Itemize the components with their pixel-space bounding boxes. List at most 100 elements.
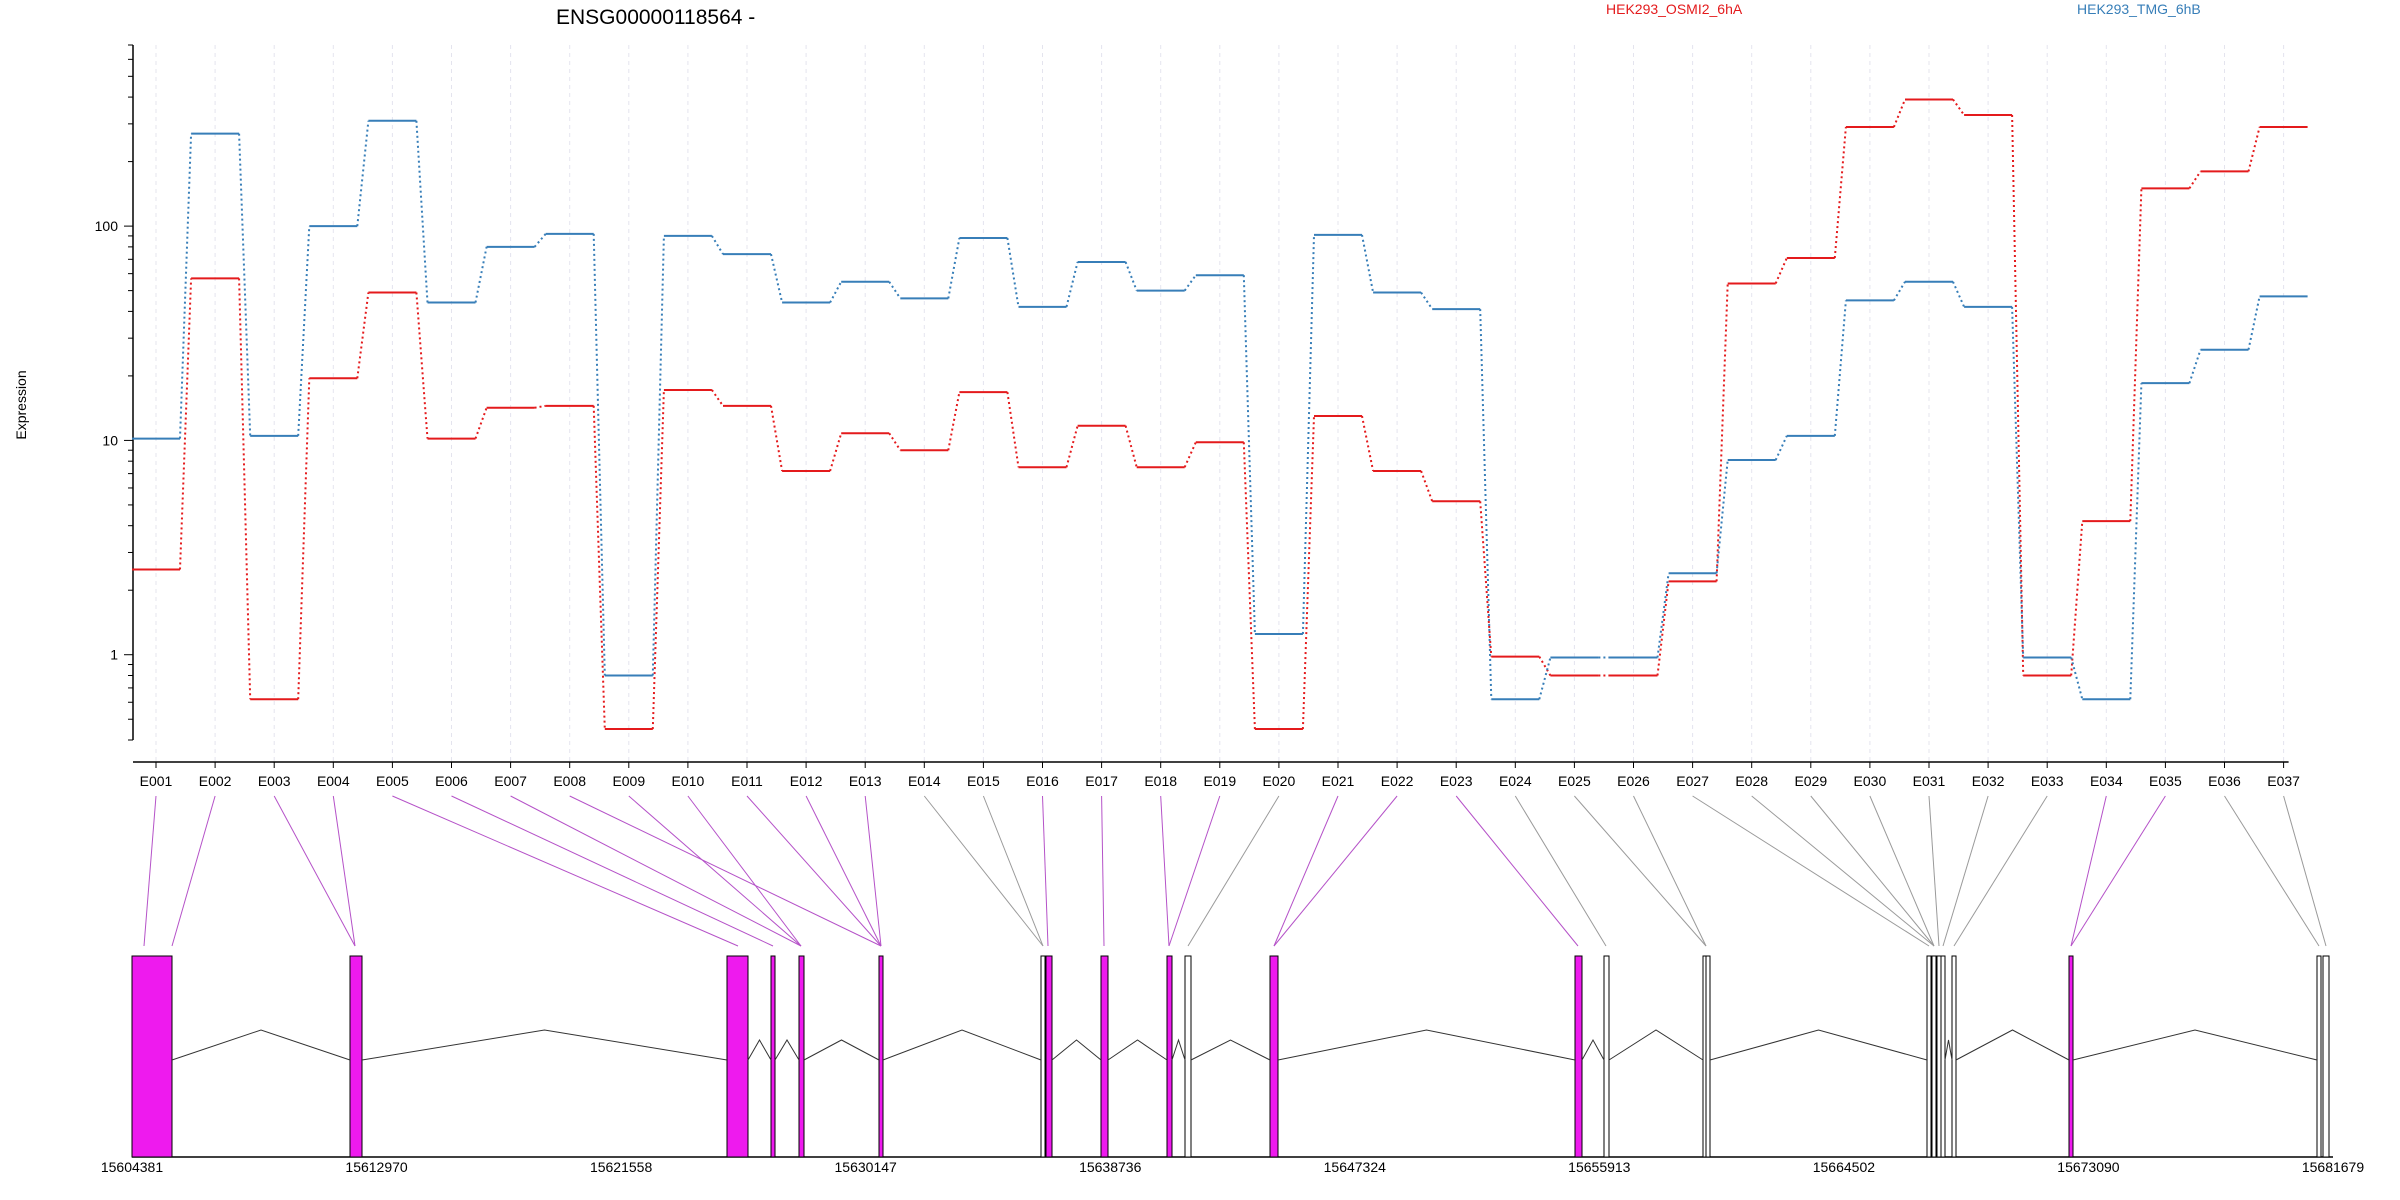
series-connector <box>1479 501 1493 657</box>
exon-connector <box>451 795 774 947</box>
exon-connector <box>510 795 802 947</box>
exon-connector <box>1160 795 1170 947</box>
exon-connector <box>332 795 356 947</box>
x-tick-label: E006 <box>435 773 468 789</box>
series-1 <box>132 98 2308 731</box>
intron-line <box>1051 1039 1102 1061</box>
series-connector <box>592 233 606 676</box>
exon-connector <box>628 795 802 947</box>
intron-line <box>2072 1029 2318 1061</box>
series-connector <box>1656 581 1670 676</box>
series-connector <box>1833 126 1847 259</box>
series-connector <box>888 281 902 299</box>
exon-block-differential <box>770 955 776 1158</box>
exon-block-differential <box>1100 955 1109 1158</box>
x-tick-label: E014 <box>908 773 941 789</box>
intron-line <box>361 1029 728 1061</box>
genomic-tick-label: 15638736 <box>1079 1159 1142 1175</box>
exon-block <box>2322 955 2330 1158</box>
intron-line <box>1944 1039 1953 1061</box>
intron-line <box>1709 1029 1928 1061</box>
exon-block-differential <box>1269 955 1279 1158</box>
series-connector <box>770 253 784 303</box>
series-connector <box>1065 261 1079 308</box>
exon-block-differential <box>1045 955 1053 1158</box>
intron-line <box>1107 1039 1168 1061</box>
x-tick-label: E009 <box>612 773 645 789</box>
exon-block <box>1603 955 1610 1158</box>
exon-connector <box>2070 795 2166 947</box>
exon-connector <box>746 795 882 947</box>
series-connector <box>711 389 724 407</box>
series-connector <box>1420 291 1434 310</box>
series-connector <box>947 237 961 299</box>
exon-connector <box>1187 795 1280 947</box>
series-connector <box>829 432 843 472</box>
x-tick-label: E017 <box>1085 773 1118 789</box>
intron-line <box>171 1029 351 1061</box>
genomic-tick-label: 15681679 <box>2302 1159 2365 1175</box>
exon-block <box>1951 955 1957 1158</box>
legend-label-series-2: HEK293_TMG_6hB <box>2077 1 2201 17</box>
genomic-tick-label: 15664502 <box>1813 1159 1876 1175</box>
x-tick-label: E025 <box>1558 773 1591 789</box>
series-connector <box>1065 425 1079 468</box>
series-connector <box>1952 98 1965 116</box>
genomic-tick-label: 15673090 <box>2057 1159 2120 1175</box>
series-connector <box>1420 470 1434 502</box>
exon-connector <box>1455 795 1579 947</box>
exon-connector <box>171 795 216 947</box>
series-connector <box>1892 99 1906 128</box>
x-tick-label: E011 <box>731 773 763 789</box>
exon-connector <box>1869 795 1935 947</box>
series-connector <box>534 404 546 409</box>
series-connector <box>474 407 488 439</box>
exon-connector <box>1633 795 1707 947</box>
series-connector <box>1952 281 1966 308</box>
exon-connector <box>1168 795 1221 947</box>
exon-connector <box>1574 795 1707 947</box>
gridlines <box>155 45 2285 762</box>
x-tick-label: E033 <box>2031 773 2064 789</box>
exon-block <box>1926 955 1932 1158</box>
exon-block <box>1705 955 1711 1158</box>
series-connector <box>1006 237 1020 308</box>
genomic-tick-label: 15612970 <box>345 1159 408 1175</box>
x-tick-label: E023 <box>1440 773 1473 789</box>
chart-title: ENSG00000118564 - <box>556 6 755 29</box>
genomic-tick-label: 15630147 <box>835 1159 898 1175</box>
series-connector <box>1301 415 1315 730</box>
intron-line <box>803 1039 880 1061</box>
x-tick-label: E021 <box>1322 773 1355 789</box>
exon-connector <box>569 795 882 947</box>
intron-line <box>774 1039 800 1061</box>
series-connector <box>1715 459 1729 574</box>
x-tick-label: E001 <box>140 773 173 789</box>
exon-connector <box>1042 795 1049 947</box>
series-connector <box>2070 657 2084 700</box>
x-tick-label: E028 <box>1735 773 1768 789</box>
x-tick-label: E031 <box>1913 773 1946 789</box>
series-connector <box>592 405 606 730</box>
series-connector <box>2129 383 2143 700</box>
exon-block-differential <box>2068 955 2074 1158</box>
series-connector <box>533 233 547 248</box>
series-connector <box>2188 349 2202 384</box>
genomic-tick-label: 15604381 <box>101 1159 164 1175</box>
series-connector <box>1361 234 1375 293</box>
exon-connector <box>687 795 802 947</box>
series-connector <box>1774 435 1788 461</box>
series-connector <box>415 292 429 439</box>
series-connector <box>651 235 665 676</box>
series-connector <box>238 133 252 436</box>
exon-connector <box>143 795 157 947</box>
x-tick-label: E022 <box>1381 773 1414 789</box>
series-connector <box>1361 415 1375 472</box>
exon-connector <box>1751 795 1935 947</box>
exon-connector <box>1273 795 1398 947</box>
intron-line <box>1171 1038 1186 1061</box>
intron-line <box>1581 1038 1605 1061</box>
exon-connector <box>864 795 882 947</box>
genomic-tick-label: 15655913 <box>1568 1159 1631 1175</box>
exon-block-differential <box>131 955 173 1158</box>
